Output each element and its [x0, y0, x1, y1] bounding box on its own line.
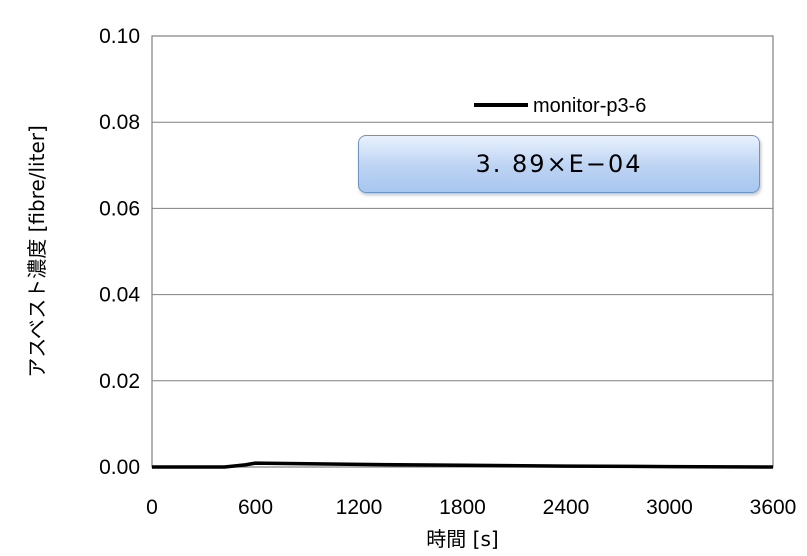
annotation-text: 3. 89×E−04 [475, 150, 643, 178]
y-tick-label: 0.02 [99, 370, 140, 393]
y-tick-label: 0.04 [99, 284, 140, 307]
series-layer [152, 461, 774, 469]
x-tick-label: 1200 [336, 496, 383, 519]
x-tick-label: 600 [238, 496, 273, 519]
x-tick-label: 0 [146, 496, 158, 519]
plot-area-frame [151, 35, 774, 468]
x-tick-label: 3600 [750, 496, 797, 519]
y-axis-label: アスベスト濃度 [fibre/liter] [25, 125, 49, 378]
x-tick-label: 3000 [646, 496, 693, 519]
x-tick-label: 2400 [543, 496, 590, 519]
series-line-0 [152, 461, 774, 469]
grid-lines [152, 121, 773, 382]
y-tick-label: 0.08 [99, 111, 140, 134]
y-tick-label: 0.06 [99, 197, 140, 220]
x-tick-labels: 0 600 1200 1800 2400 3000 3600 [146, 496, 796, 519]
y-tick-label: 0.00 [99, 456, 140, 479]
x-axis-label: 時間 [s] [426, 527, 498, 551]
legend-label-monitor-p3-6: monitor-p3-6 [533, 95, 646, 117]
x-tick-label: 1800 [439, 496, 486, 519]
y-tick-label: 0.10 [99, 25, 140, 48]
legend: monitor-p3-6 [474, 95, 646, 117]
annotation-box: 3. 89×E−04 [358, 135, 760, 193]
y-tick-labels: 0.00 0.02 0.04 0.06 0.08 0.10 [99, 25, 140, 479]
